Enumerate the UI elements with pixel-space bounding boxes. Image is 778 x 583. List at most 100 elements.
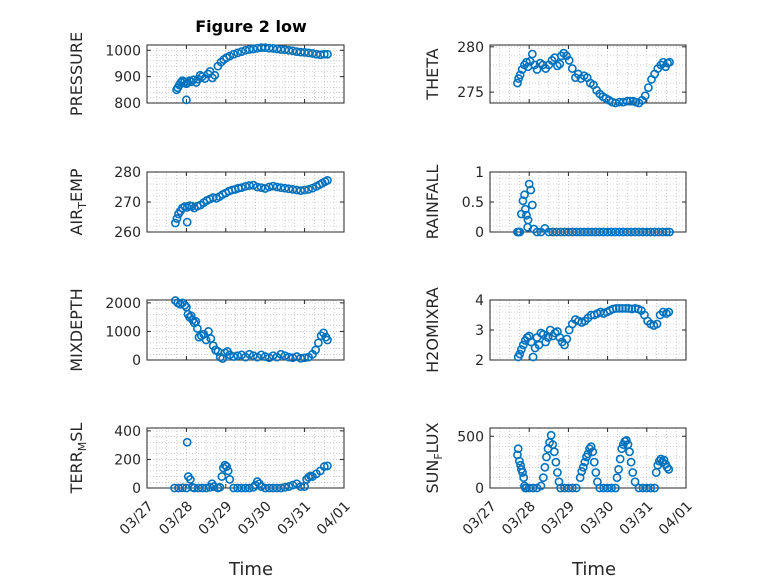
- data-point: [268, 351, 278, 361]
- data-point: [513, 444, 523, 454]
- data-point: [241, 45, 250, 55]
- data-point: [526, 337, 536, 347]
- data-point: [549, 447, 559, 457]
- data-point: [268, 44, 278, 53]
- data-point: [208, 341, 218, 351]
- subplot-rainfall: 0 0.5 1 RAINFALL: [423, 165, 687, 241]
- data-point: [245, 45, 254, 54]
- y-tick-label: 500: [457, 429, 484, 445]
- data-point: [304, 184, 313, 194]
- data-point: [296, 353, 306, 363]
- data-point: [571, 483, 581, 493]
- data-point: [300, 185, 309, 195]
- data-point: [625, 447, 634, 457]
- data-point: [622, 436, 631, 445]
- data-point: [553, 468, 562, 477]
- data-point: [284, 482, 294, 491]
- data-point: [296, 186, 306, 195]
- x-tick-label: 03/27: [460, 498, 500, 538]
- data-point: [614, 303, 624, 313]
- data-point: [217, 472, 227, 481]
- data-point: [607, 483, 616, 493]
- x-tick-label: 03/29: [196, 498, 236, 538]
- y-tick-label: 400: [114, 424, 141, 440]
- data-point: [630, 477, 640, 487]
- data-point: [628, 468, 638, 477]
- y-tick-label: 275: [457, 85, 484, 101]
- data-point: [551, 457, 561, 467]
- subplot-terr_msl: 0 200 400 03/27 03/28 03/29 03/30 03/31 04/01 TER…: [67, 423, 354, 539]
- y-tick-label: 0.5: [462, 195, 484, 211]
- data-point: [665, 227, 674, 237]
- data-point: [541, 337, 551, 347]
- data-point: [518, 340, 528, 350]
- data-point: [542, 452, 551, 462]
- data-point: [225, 475, 235, 484]
- x-tick-label: 04/01: [656, 498, 696, 538]
- x-tick-label: 03/27: [117, 498, 157, 538]
- data-point: [523, 222, 533, 232]
- data-point: [611, 483, 620, 493]
- data-point: [618, 303, 627, 313]
- subplot-h2omixra: 2 3 4 H2OMIXRA: [423, 287, 687, 373]
- data-point: [288, 184, 298, 194]
- data-point: [182, 437, 192, 447]
- data-point: [518, 468, 527, 477]
- x-tick-label: 04/01: [314, 498, 354, 538]
- data-point: [583, 449, 593, 459]
- data-point: [540, 462, 550, 472]
- data-point: [518, 196, 528, 206]
- y-tick-label: 260: [114, 225, 141, 241]
- data-point: [280, 183, 290, 193]
- axes-border: [146, 44, 345, 104]
- data-point: [578, 462, 588, 472]
- data-point: [260, 184, 270, 193]
- data-point: [562, 334, 572, 344]
- x-tick-label: 03/31: [275, 498, 315, 538]
- data-point: [182, 217, 192, 227]
- data-point: [229, 352, 239, 361]
- data-point: [233, 351, 243, 361]
- data-point: [178, 483, 187, 493]
- data-point: [229, 49, 239, 59]
- data-point: [237, 183, 246, 192]
- data-point: [522, 57, 531, 67]
- subplot-theta: 275 280 THETA: [423, 40, 687, 108]
- subplot-mixdepth: 0 1000 2000 MIXDEPTH: [67, 288, 345, 372]
- axes-border: [489, 44, 687, 104]
- data-point: [193, 324, 202, 333]
- data-point: [284, 45, 294, 55]
- data-point: [519, 473, 529, 483]
- data-point: [614, 464, 623, 474]
- data-point: [170, 218, 180, 228]
- x-axis-label-right: Time: [571, 559, 616, 580]
- y-axis-label: AIRTEMP: [67, 168, 89, 235]
- data-point: [284, 184, 294, 194]
- data-point: [186, 311, 196, 321]
- data-point: [300, 47, 309, 57]
- data-point: [520, 204, 530, 214]
- data-point: [172, 214, 182, 223]
- figure-title: Figure 2 low: [195, 17, 307, 36]
- subplot-sun_flux: 0 500 03/27 03/28 03/29 03/30 03/31 04/01 SUNFLU…: [423, 422, 696, 538]
- data-point: [646, 483, 656, 493]
- data-point: [662, 462, 672, 472]
- data-point: [532, 227, 542, 237]
- data-point: [185, 475, 195, 484]
- data-point: [181, 95, 191, 105]
- data-point: [288, 480, 298, 490]
- data-point: [252, 182, 262, 192]
- data-point: [659, 455, 669, 465]
- y-tick-label: 0: [132, 353, 141, 369]
- data-point: [538, 473, 548, 483]
- data-point: [591, 468, 601, 477]
- data-point: [515, 456, 524, 466]
- data-point: [323, 175, 332, 185]
- data-point: [300, 353, 309, 363]
- data-point: [625, 96, 635, 106]
- data-point: [288, 46, 298, 56]
- y-tick-label: 280: [114, 165, 141, 181]
- data-point: [522, 210, 531, 220]
- data-point: [276, 349, 286, 359]
- y-axis-label: TERRMSL: [67, 423, 89, 495]
